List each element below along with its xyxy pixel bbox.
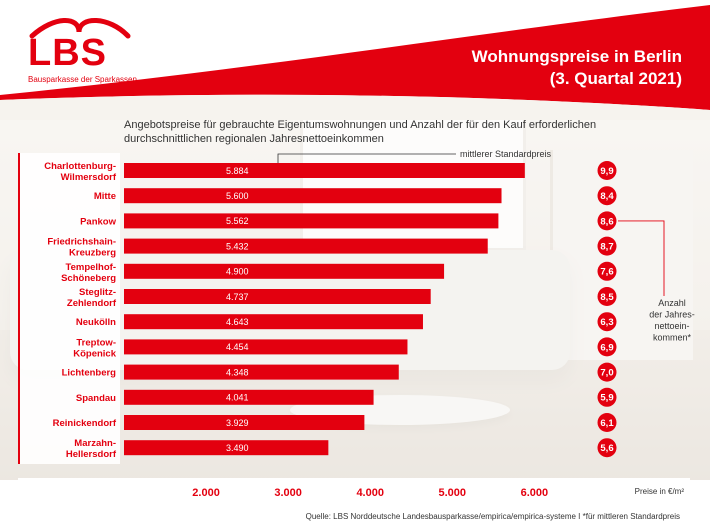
ratio-circle xyxy=(597,211,617,231)
logo-wordmark: LBS xyxy=(28,32,107,74)
category-label: Lichtenberg xyxy=(62,368,117,379)
ratio-circle xyxy=(597,387,617,407)
logo-arc-icon xyxy=(29,18,131,39)
ratio-value-label: 6,1 xyxy=(600,418,614,429)
x-tick-label: 5.000 xyxy=(439,487,467,499)
source-note: Quelle: LBS Norddeutsche Landesbausparka… xyxy=(305,512,680,521)
chart-title: Wohnungspreise in Berlin (3. Quartal 202… xyxy=(472,46,682,90)
price-value-label: 4.348 xyxy=(226,367,249,377)
x-tick-label: 4.000 xyxy=(356,487,384,499)
chart-title-line2: (3. Quartal 2021) xyxy=(549,69,682,88)
category-panel-edge xyxy=(18,153,20,464)
ratio-value-label: 6,3 xyxy=(600,317,613,328)
price-value-label: 4.041 xyxy=(226,393,249,403)
price-bar xyxy=(124,314,423,330)
price-bar xyxy=(124,289,431,304)
ratio-circle xyxy=(597,337,617,357)
price-value-label: 5.432 xyxy=(226,241,249,251)
price-value-label: 3.929 xyxy=(226,418,249,428)
header-swoosh xyxy=(0,5,710,120)
ratio-value-label: 8,6 xyxy=(600,216,613,227)
ratio-circle xyxy=(597,161,617,180)
ratio-value-label: 5,9 xyxy=(600,393,613,404)
price-bar xyxy=(124,440,329,456)
ratio-value-label: 7,0 xyxy=(600,368,613,379)
category-label: Treptow-Köpenick xyxy=(73,337,116,359)
category-label: Steglitz-Zehlendorf xyxy=(67,287,117,309)
ratio-callout-label: kommen* xyxy=(653,333,692,343)
price-bar xyxy=(124,415,365,430)
ratio-value-label: 7,6 xyxy=(600,267,613,278)
axis-strip xyxy=(18,478,690,504)
ratio-circle xyxy=(597,236,617,256)
price-bar xyxy=(124,364,399,380)
price-bar xyxy=(124,263,445,279)
ratio-value-label: 8,5 xyxy=(600,292,614,303)
price-value-label: 4.643 xyxy=(226,317,249,327)
header: LBS Bausparkasse der Sparkassen Wohnungs… xyxy=(0,0,710,120)
price-bar xyxy=(124,238,488,254)
price-value-label: 5.562 xyxy=(226,216,249,226)
category-label: Friedrichshain-Kreuzberg xyxy=(47,237,116,259)
ratio-value-label: 8,4 xyxy=(600,191,614,202)
category-label: Pankow xyxy=(80,216,117,227)
price-bar xyxy=(124,389,374,405)
category-label: Marzahn-Hellersdorf xyxy=(66,438,117,460)
ratio-circle xyxy=(597,413,617,432)
price-value-label: 4.900 xyxy=(226,267,249,277)
price-value-label: 3.490 xyxy=(226,443,249,453)
chart-subtitle: Angebotspreise für gebrauchte Eigentumsw… xyxy=(124,119,597,145)
ratio-circle xyxy=(597,186,617,206)
ratio-circle xyxy=(597,362,617,382)
price-value-label: 5.884 xyxy=(226,166,249,176)
price-value-label: 5.600 xyxy=(226,191,249,201)
ratio-circle xyxy=(597,438,617,458)
ratio-callout-label: nettoein- xyxy=(654,321,689,331)
category-label: Spandau xyxy=(76,393,116,404)
category-label: Tempelhof-Schöneberg xyxy=(61,262,116,284)
price-bar xyxy=(124,213,499,229)
x-tick-label: 2.000 xyxy=(192,487,220,499)
price-callout-line xyxy=(277,153,456,163)
category-label: Mitte xyxy=(94,191,116,202)
category-label: Charlottenburg-Wilmersdorf xyxy=(44,161,117,183)
price-value-label: 4.454 xyxy=(226,342,249,352)
price-bar xyxy=(124,163,525,178)
logo-tagline: Bausparkasse der Sparkassen xyxy=(28,75,137,84)
chart-title-line1: Wohnungspreise in Berlin xyxy=(471,47,682,66)
ratio-circle xyxy=(597,261,617,281)
x-tick-label: 3.000 xyxy=(274,487,302,499)
price-bar xyxy=(124,188,502,204)
x-tick-label: 6.000 xyxy=(521,487,549,499)
x-axis-unit: Preise in €/m² xyxy=(635,487,685,496)
category-label: Neukölln xyxy=(76,317,116,328)
ratio-circle xyxy=(597,312,617,332)
ratio-value-label: 5,6 xyxy=(600,443,613,454)
price-callout-label: mittlerer Standardpreis xyxy=(460,149,552,159)
ratio-value-label: 8,7 xyxy=(600,242,613,253)
ratio-callout-label: der Jahres- xyxy=(649,310,695,320)
ratio-callout-label: Anzahl xyxy=(658,298,686,308)
price-value-label: 4.737 xyxy=(226,292,249,302)
price-bar xyxy=(124,339,408,355)
category-panel xyxy=(18,153,120,464)
ratio-circle xyxy=(597,287,617,306)
ratio-value-label: 9,9 xyxy=(600,166,613,177)
ratio-callout-line xyxy=(618,220,665,296)
ratio-value-label: 6,9 xyxy=(600,342,613,353)
category-label: Reinickendorf xyxy=(53,418,117,429)
